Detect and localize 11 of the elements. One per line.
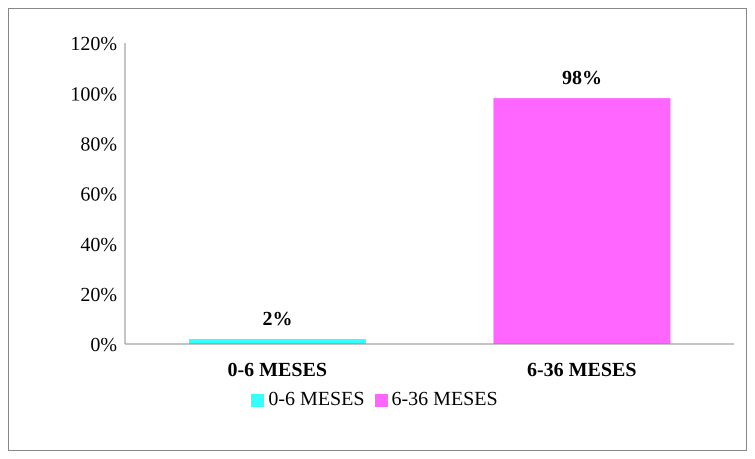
legend-label: 6-36 MESES bbox=[392, 388, 498, 410]
data-label: 98% bbox=[562, 67, 602, 90]
data-label: 2% bbox=[262, 308, 292, 330]
y-tick-label: 20% bbox=[80, 284, 117, 306]
y-tick-label: 60% bbox=[80, 184, 117, 206]
y-tick-label: 80% bbox=[80, 133, 117, 156]
y-tick-label: 0% bbox=[90, 334, 117, 356]
legend-label: 0-6 MESES bbox=[268, 388, 364, 410]
y-tick-label: 120% bbox=[70, 33, 117, 56]
y-tick-label: 100% bbox=[70, 83, 117, 106]
y-tick-label: 40% bbox=[80, 234, 117, 256]
